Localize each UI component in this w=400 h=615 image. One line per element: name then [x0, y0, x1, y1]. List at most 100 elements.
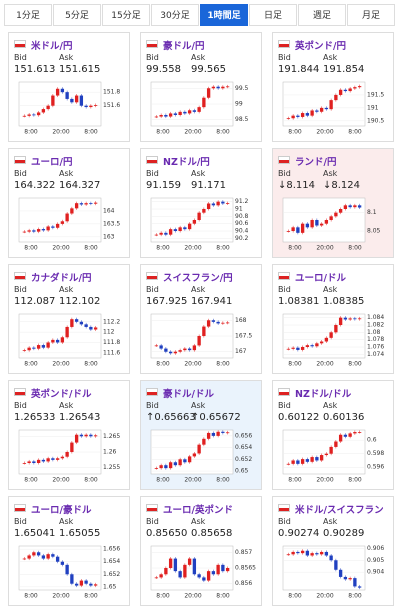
candle-body [334, 212, 338, 217]
pair-name: 豪ドル/円 [163, 41, 205, 52]
tab[interactable]: 月足 [347, 4, 395, 26]
tab[interactable]: 週足 [298, 4, 346, 26]
x-tick-label: 8:00 [216, 593, 230, 600]
rate-card[interactable]: 豪ドル/ドル Bid Ask ↑0.65663 ↑0.65672 0.656 0.654 0.… [140, 380, 262, 490]
y-tick-label: 151.8 [103, 89, 120, 96]
tab[interactable]: 日足 [249, 4, 297, 26]
mini-chart: 191.5 191 190.5 8:00 20:00 8:00 [282, 81, 384, 136]
bid-value: 164.322 [14, 180, 56, 191]
rate-card[interactable]: 米ドル/円 Bid Ask 151.613 151.615 151.8 151.6 8:00 2… [8, 32, 130, 142]
candle-body [305, 345, 310, 347]
rate-card[interactable]: ランド/円 Bid Ask ↓8.114 ↓8.124 8.1 8.05 8:00 20:00 8… [272, 148, 394, 258]
y-tick-label: 1.082 [367, 322, 384, 329]
ask-label: Ask [59, 53, 74, 62]
candle-body [60, 456, 65, 459]
candle-body [32, 552, 36, 556]
ask-label: Ask [323, 285, 338, 294]
rate-card[interactable]: スイスフラン/円 Bid Ask 167.925 167.941 168 167.5 167 8… [140, 264, 262, 374]
x-tick-label: 8:00 [84, 361, 98, 368]
candle-body [89, 105, 93, 108]
candle-body [168, 351, 173, 354]
rate-card[interactable]: NZドル/円 Bid Ask 91.159 91.171 91.2 91 90.8 90.6 90… [140, 148, 262, 258]
rate-card[interactable]: ユーロ/豪ドル Bid Ask 1.65041 1.65055 1.656 1.654 1.6… [8, 496, 130, 606]
y-tick-label: 99 [235, 101, 243, 108]
rate-card[interactable]: 豪ドル/円 Bid Ask 99.558 99.565 99.5 99 98.5 8:00 20:… [140, 32, 262, 142]
candle-body [183, 111, 187, 114]
rate-card[interactable]: ユーロ/ドル Bid Ask 1.08381 1.08385 1.084 1.082 1.08… [272, 264, 394, 374]
candle-body [310, 110, 314, 116]
candle-body [348, 205, 352, 208]
x-tick-label: 8:00 [24, 129, 38, 136]
candle-body [154, 577, 159, 579]
y-tick-label: 1.255 [103, 464, 120, 471]
x-tick-label: 20:00 [52, 477, 69, 484]
candle-body [164, 232, 168, 235]
x-tick-label: 8:00 [156, 245, 170, 252]
y-tick-label: 99.5 [235, 85, 249, 92]
candle-body [65, 326, 69, 338]
candle-body [192, 220, 197, 224]
candle-body [192, 110, 197, 112]
rate-card[interactable]: ユーロ/英ポンド Bid Ask 0.85650 0.85658 0.857 0.8565 0… [140, 496, 262, 606]
candle-body [27, 461, 31, 463]
candle-body [197, 444, 201, 454]
y-tick-label: 111.8 [103, 339, 120, 346]
rate-card[interactable]: カナダドル/円 Bid Ask 112.087 112.102 112.2 112 111.8… [8, 264, 130, 374]
ask-label: Ask [191, 517, 206, 526]
candle-body [329, 216, 333, 220]
flag-icon [146, 40, 158, 48]
ask-value: 0.60136 [323, 412, 365, 423]
candle-body [187, 558, 192, 565]
tab[interactable]: 5分足 [53, 4, 101, 26]
x-tick-label: 20:00 [316, 593, 333, 600]
bid-label: Bid [146, 285, 159, 294]
candle-body [216, 431, 220, 436]
tab[interactable]: 1時間足 [200, 4, 248, 26]
candle-body [178, 571, 182, 578]
candle-body [357, 432, 362, 433]
candle-body [357, 205, 362, 208]
tab[interactable]: 1分足 [4, 4, 52, 26]
tab[interactable]: 15分足 [102, 4, 150, 26]
bid-label: Bid [278, 53, 291, 62]
candle-body [291, 115, 295, 119]
plot-frame [282, 313, 366, 359]
rate-card[interactable]: NZドル/ドル Bid Ask 0.60122 0.60136 0.6 0.598 0.596… [272, 380, 394, 490]
bid-label: Bid [14, 517, 27, 526]
x-tick-label: 8:00 [348, 361, 362, 368]
tab[interactable]: 30分足 [151, 4, 199, 26]
candle-body [168, 462, 173, 469]
ask-value: 0.85658 [191, 528, 233, 539]
pair-name: NZドル/円 [163, 157, 210, 168]
mini-chart: 164 163.5 163 8:00 20:00 8:00 [18, 197, 120, 252]
candle-body [343, 317, 348, 320]
candle-body [343, 205, 348, 209]
y-tick-label: 90.4 [235, 228, 249, 235]
rate-card[interactable]: ユーロ/円 Bid Ask 164.322 164.327 164 163.5 163 8:00… [8, 148, 130, 258]
candle-body [310, 553, 314, 556]
candle-body [206, 320, 211, 327]
x-tick-label: 8:00 [24, 361, 38, 368]
y-tick-label: 91 [235, 206, 243, 213]
candle-body [173, 113, 178, 115]
ask-value: 167.941 [191, 296, 233, 307]
bid-label: Bid [146, 401, 159, 410]
ask-label: Ask [323, 169, 338, 178]
candle-body [187, 456, 192, 463]
candle-body [221, 86, 225, 89]
rate-card[interactable]: 英ポンド/円 Bid Ask 191.844 191.854 191.5 191 190.5 8… [272, 32, 394, 142]
candle-body [79, 434, 84, 437]
y-tick-label: 163.5 [103, 220, 120, 227]
rate-card[interactable]: 英ポンド/ドル Bid Ask 1.26533 1.26543 1.265 1.26 1.25… [8, 380, 130, 490]
x-tick-label: 20:00 [184, 477, 201, 484]
candle-body [89, 203, 93, 204]
bid-value: 167.925 [146, 296, 188, 307]
candle-body [173, 351, 178, 354]
rate-card[interactable]: 米ドル/スイスフラン Bid Ask 0.90274 0.90289 0.906 0.905… [272, 496, 394, 606]
candle-body [338, 317, 343, 325]
candle-body [305, 113, 310, 116]
pair-name: ユーロ/豪ドル [31, 505, 92, 516]
candle-body [329, 100, 333, 110]
